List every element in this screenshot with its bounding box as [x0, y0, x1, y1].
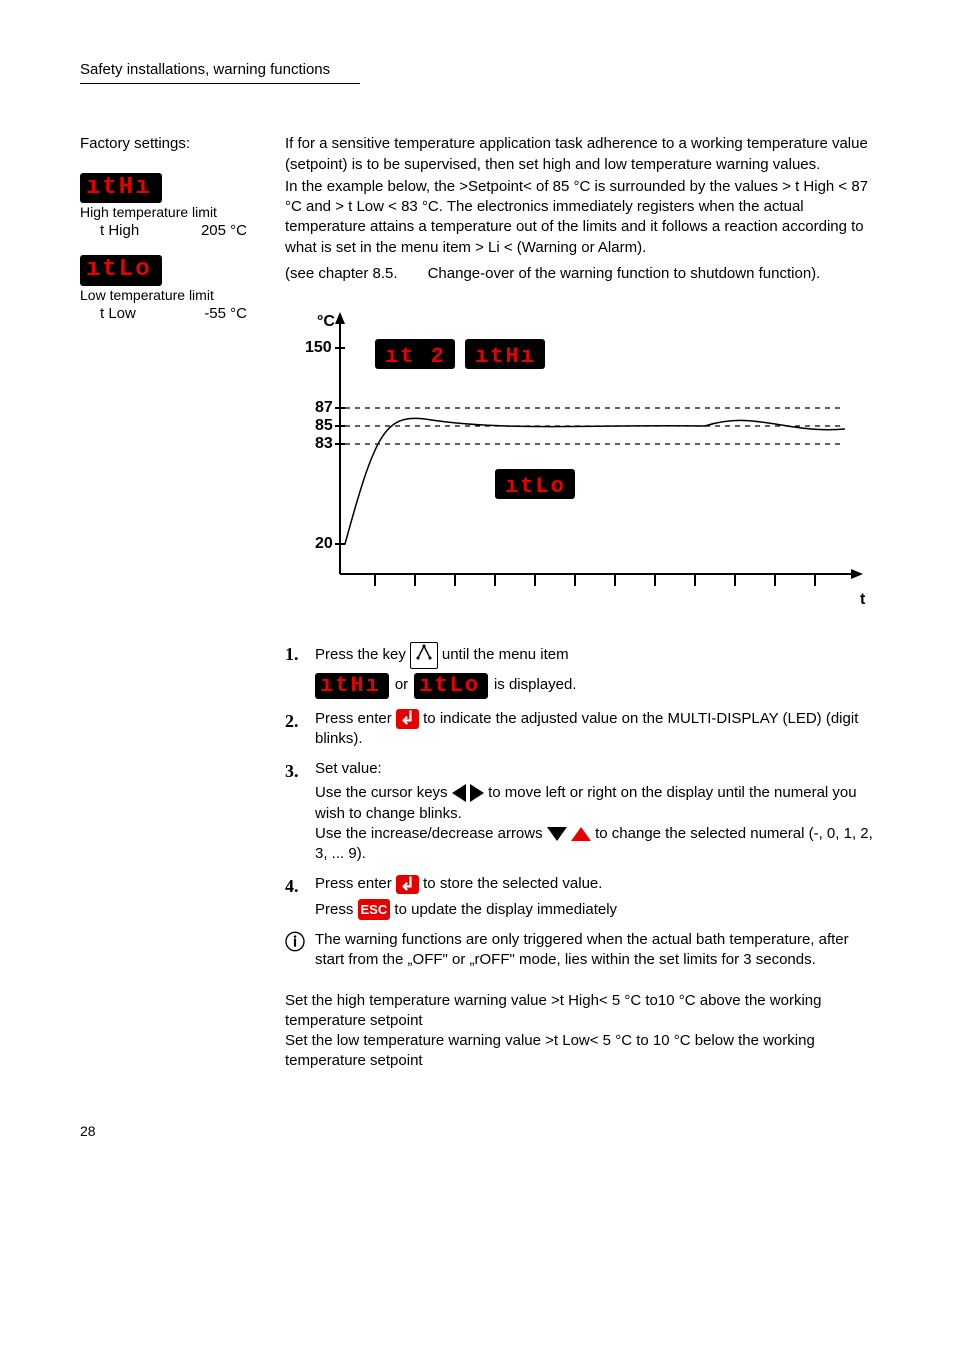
svg-text:150: 150: [305, 339, 332, 356]
s1a: Press the key: [315, 645, 406, 665]
content-columns: Factory settings: ıtHı High temperature …: [80, 134, 874, 1071]
tlo-value: -55 °C: [204, 304, 247, 324]
increase-icon: [571, 827, 591, 841]
left-column: Factory settings: ıtHı High temperature …: [80, 134, 255, 1071]
menu-key-icon: [410, 642, 438, 668]
s3-title: Set value:: [315, 759, 875, 779]
cursor-left-icon: [452, 784, 466, 802]
tlo-inline: ıtLo: [414, 673, 488, 699]
esc-icon: ESC: [358, 899, 391, 921]
svg-text:83: 83: [315, 435, 333, 452]
tlo-caption: Low temperature limit: [80, 286, 255, 304]
step-4: 4. Press enter ↲ to store the selected v…: [285, 874, 875, 920]
outro-p2: Set the low temperature warning value >t…: [285, 1031, 875, 1072]
page-number: 28: [80, 1122, 874, 1141]
page-header: Safety installations, warning functions: [80, 60, 874, 80]
thi-value: 205 °C: [201, 221, 247, 241]
see-chapter: (see chapter 8.5. Change-over of the war…: [285, 264, 875, 284]
low-limit-block: ıtLo Low temperature limit t Low -55 °C: [80, 255, 255, 324]
chart: °C 150 87 85 83 20: [285, 304, 875, 630]
s1c: or: [395, 675, 408, 695]
s1d: is displayed.: [494, 675, 577, 695]
s3a: Use the cursor keys: [315, 784, 452, 801]
info-note: ⓘ The warning functions are only trigger…: [285, 930, 875, 971]
s2a: Press enter: [315, 710, 396, 727]
header-rule: [80, 83, 360, 84]
tlo-name: t Low: [100, 304, 136, 324]
right-column: If for a sensitive temperature applicati…: [285, 134, 875, 1071]
intro-p1: If for a sensitive temperature applicati…: [285, 134, 875, 175]
s3c: Use the increase/decrease arrows: [315, 825, 547, 842]
thi-display: ıtHı: [80, 173, 162, 203]
intro-p2: In the example below, the >Setpoint< of …: [285, 177, 875, 258]
s4a: Press enter: [315, 875, 396, 892]
step-number: 2.: [285, 709, 303, 733]
chart-svg: °C 150 87 85 83 20: [285, 304, 875, 624]
factory-settings-label: Factory settings:: [80, 134, 255, 154]
see-a: (see chapter 8.5.: [285, 264, 398, 284]
enter-icon: ↲: [396, 709, 419, 729]
s4b: to store the selected value.: [423, 875, 602, 892]
info-text: The warning functions are only triggered…: [315, 930, 875, 971]
svg-text:t: t: [860, 591, 866, 608]
svg-text:ıtHı: ıtHı: [475, 344, 536, 369]
s1b: until the menu item: [442, 645, 569, 665]
info-icon: ⓘ: [285, 930, 307, 971]
chart-y-unit: °C: [317, 313, 335, 330]
step-2: 2. Press enter ↲ to indicate the adjuste…: [285, 709, 875, 750]
thi-inline: ıtHı: [315, 673, 389, 699]
thi-caption: High temperature limit: [80, 203, 255, 221]
tlo-values: t Low -55 °C: [80, 304, 255, 324]
svg-text:ıt 2: ıt 2: [385, 344, 446, 369]
outro-p1: Set the high temperature warning value >…: [285, 991, 875, 1032]
decrease-icon: [547, 827, 567, 841]
step-1: 1. Press the key until the menu item ıtH…: [285, 642, 875, 698]
tlo-display: ıtLo: [80, 255, 162, 285]
step-number: 4.: [285, 874, 303, 898]
see-b: Change-over of the warning function to s…: [428, 264, 821, 284]
svg-text:ıtLo: ıtLo: [505, 474, 566, 499]
step-number: 1.: [285, 642, 303, 666]
thi-name: t High: [100, 221, 139, 241]
svg-text:20: 20: [315, 535, 333, 552]
high-limit-block: ıtHı High temperature limit t High 205 °…: [80, 173, 255, 242]
cursor-right-icon: [470, 784, 484, 802]
svg-text:85: 85: [315, 417, 333, 434]
step-3: 3. Set value: Use the cursor keys to mov…: [285, 759, 875, 864]
s4d: to update the display immediately: [394, 900, 617, 917]
s4c: Press: [315, 900, 358, 917]
numbered-steps: 1. Press the key until the menu item ıtH…: [285, 642, 875, 920]
thi-values: t High 205 °C: [80, 221, 255, 241]
enter-icon: ↲: [396, 875, 419, 895]
svg-text:87: 87: [315, 399, 333, 416]
step-number: 3.: [285, 759, 303, 783]
